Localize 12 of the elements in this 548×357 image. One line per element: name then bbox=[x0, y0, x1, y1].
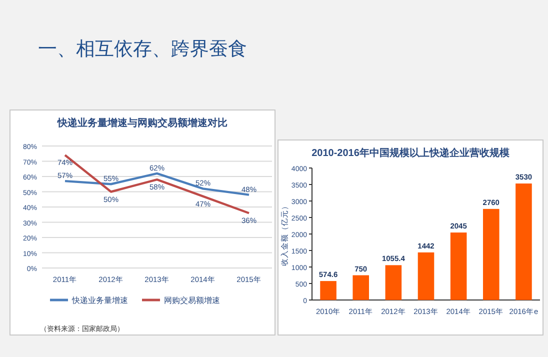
chart-title: 快递业务量增速与网购交易额增速对比 bbox=[56, 117, 228, 129]
legend-label: 网购交易额增速 bbox=[164, 296, 220, 305]
bar bbox=[385, 265, 402, 300]
bar bbox=[483, 208, 500, 300]
bar bbox=[450, 232, 467, 300]
chart-title: 2010-2016年中国规模以上快递企业营收规模 bbox=[312, 147, 510, 159]
bar bbox=[418, 252, 434, 300]
bar bbox=[352, 275, 369, 300]
legend-label: 快递业务量增速 bbox=[71, 296, 128, 305]
text: 一、相互依存、跨界蚕食 bbox=[38, 39, 247, 60]
bar bbox=[516, 184, 532, 300]
bar bbox=[320, 281, 336, 300]
